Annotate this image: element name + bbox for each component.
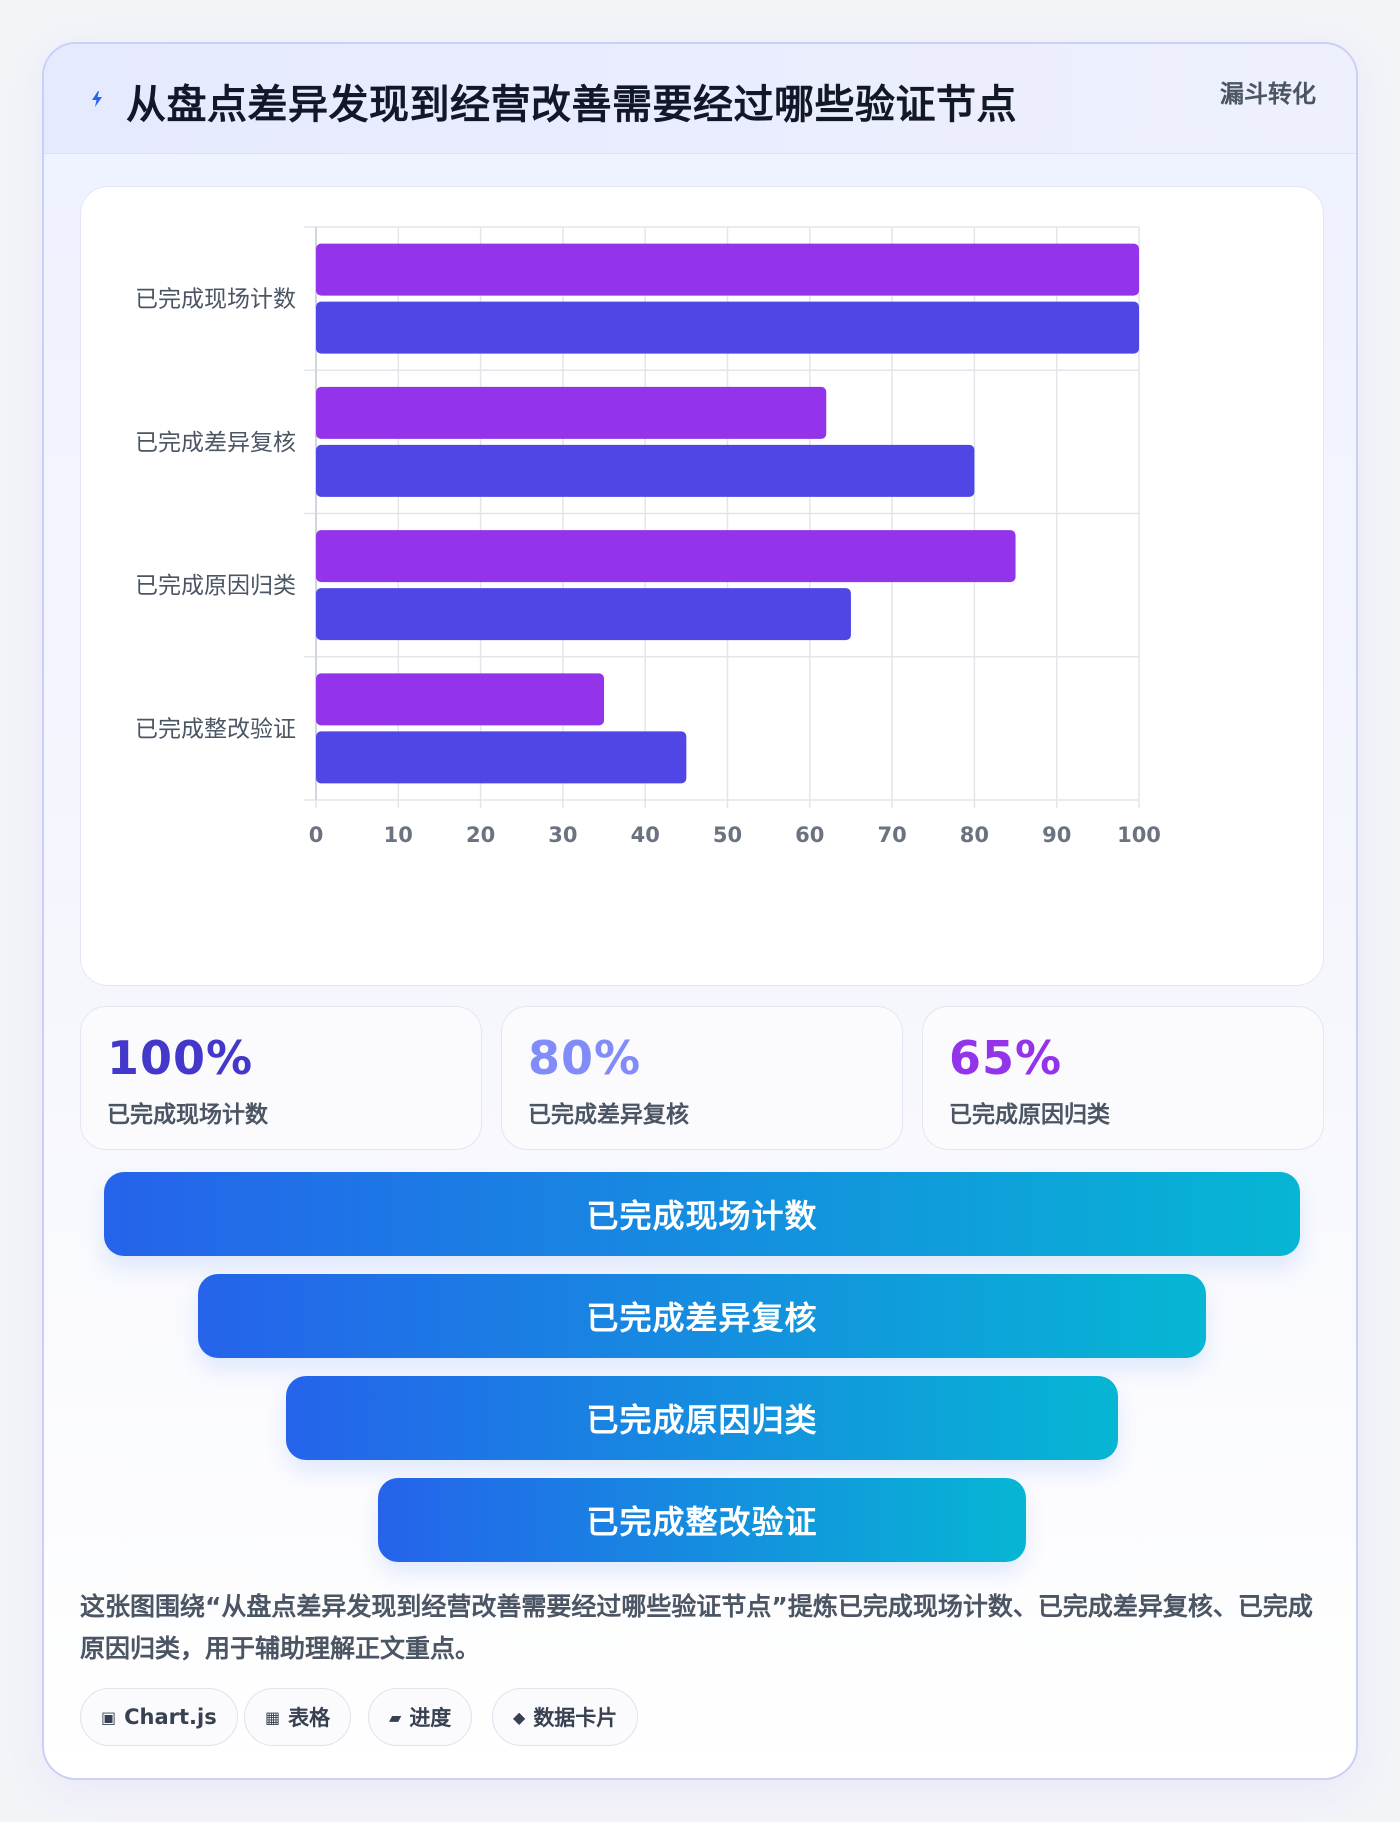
funnel: 已完成现场计数 已完成差异复核 已完成原因归类 已完成整改验证 bbox=[44, 1172, 1356, 1592]
funnel-step: 已完成差异复核 bbox=[198, 1274, 1206, 1358]
tick-label: 60 bbox=[795, 823, 824, 847]
stat-value: 80% bbox=[528, 1031, 642, 1085]
stat-label: 已完成现场计数 bbox=[107, 1102, 268, 1128]
chip-label: Chart.js bbox=[124, 1705, 217, 1729]
bar bbox=[316, 731, 687, 784]
chip-progress[interactable]: ▰ 进度 bbox=[368, 1688, 473, 1746]
bar bbox=[316, 444, 975, 497]
category-label: 已完成现场计数 bbox=[135, 287, 296, 313]
tick-label: 50 bbox=[713, 823, 742, 847]
chart-card: 从盘点差异发现到经营改善需要经过哪些验证节点 漏斗转化 已完成现场计数 已完成差异… bbox=[42, 42, 1358, 1780]
tick-label: 20 bbox=[466, 823, 495, 847]
tick-label: 70 bbox=[877, 823, 906, 847]
chip-chartjs[interactable]: ▣ Chart.js bbox=[80, 1688, 238, 1746]
chip-label: 表格 bbox=[288, 1706, 331, 1730]
chip-label: 进度 bbox=[409, 1706, 452, 1730]
tick-label: 100 bbox=[1117, 823, 1161, 847]
tick-label: 90 bbox=[1042, 823, 1071, 847]
tick-label: 30 bbox=[548, 823, 577, 847]
stat-value: 65% bbox=[949, 1031, 1063, 1085]
card-icon: ◆ bbox=[513, 1707, 526, 1727]
tick-label: 0 bbox=[309, 823, 324, 847]
bar bbox=[316, 530, 1016, 583]
bar bbox=[316, 588, 851, 641]
funnel-step: 已完成整改验证 bbox=[378, 1478, 1026, 1562]
progress-icon: ▰ bbox=[389, 1707, 402, 1727]
funnel-step: 已完成原因归类 bbox=[286, 1376, 1118, 1460]
bar bbox=[316, 673, 605, 726]
lightning-icon bbox=[84, 86, 110, 112]
bar bbox=[316, 243, 1139, 296]
table-icon: ▦ bbox=[265, 1707, 281, 1727]
bar bbox=[316, 386, 827, 439]
stat-value: 100% bbox=[107, 1031, 254, 1085]
tick-label: 10 bbox=[384, 823, 413, 847]
chip-data-card[interactable]: ◆ 数据卡片 bbox=[492, 1688, 639, 1746]
chip-label: 数据卡片 bbox=[533, 1706, 618, 1730]
stat-card: 65% 已完成原因归类 bbox=[922, 1006, 1324, 1150]
tick-label: 40 bbox=[631, 823, 660, 847]
category-label: 已完成原因归类 bbox=[135, 573, 296, 599]
category-label: 已完成整改验证 bbox=[135, 716, 296, 742]
chip-table[interactable]: ▦ 表格 bbox=[244, 1688, 352, 1746]
bar bbox=[316, 301, 1139, 354]
stat-cards: 100% 已完成现场计数 80% 已完成差异复核 65% 已完成原因归类 bbox=[80, 1006, 1324, 1150]
stat-label: 已完成原因归类 bbox=[949, 1102, 1110, 1128]
tick-label: 80 bbox=[960, 823, 989, 847]
chart-type-tag: 漏斗转化 bbox=[1220, 80, 1316, 108]
chart-panel: 已完成现场计数 已完成差异复核 已完成原因归类 已完成整改验证 0 10 20 30 40 50 6… bbox=[80, 186, 1324, 986]
category-label: 已完成差异复核 bbox=[135, 430, 296, 456]
card-header: 从盘点差异发现到经营改善需要经过哪些验证节点 漏斗转化 bbox=[44, 44, 1356, 154]
page-title: 从盘点差异发现到经营改善需要经过哪些验证节点 bbox=[126, 82, 1017, 128]
stat-label: 已完成差异复核 bbox=[528, 1102, 689, 1128]
summary-text: 这张图围绕“从盘点差异发现到经营改善需要经过哪些验证节点”提炼已完成现场计数、已… bbox=[80, 1592, 1313, 1663]
chart-icon: ▣ bbox=[101, 1707, 117, 1727]
stat-card: 100% 已完成现场计数 bbox=[80, 1006, 482, 1150]
funnel-step: 已完成现场计数 bbox=[104, 1172, 1300, 1256]
stat-card: 80% 已完成差异复核 bbox=[501, 1006, 903, 1150]
